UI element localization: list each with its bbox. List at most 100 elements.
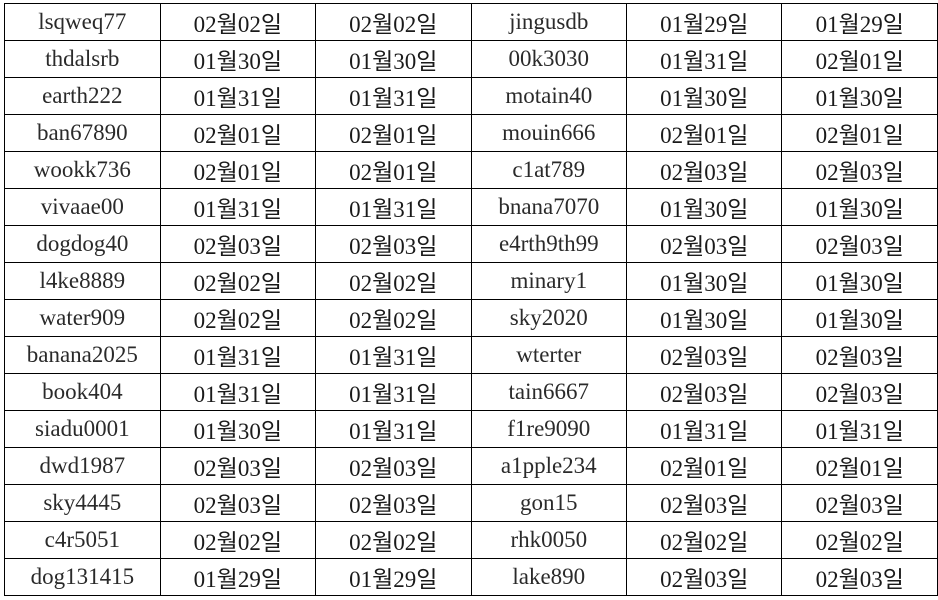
user-id-cell[interactable]: book404 — [4, 373, 161, 411]
date-cell[interactable]: 02월03일 — [781, 151, 938, 189]
date-cell[interactable]: 02월03일 — [781, 225, 938, 263]
date-cell[interactable]: 02월01일 — [781, 40, 938, 78]
table-row: c4r5051 02월02일 02월02일 rhk0050 02월02일 02월02일 — [4, 521, 938, 559]
date-cell[interactable]: 02월03일 — [159, 447, 317, 485]
date-cell[interactable]: 02월03일 — [626, 336, 783, 374]
user-id-cell[interactable]: e4rth9th99 — [470, 225, 628, 263]
date-cell[interactable]: 01월29일 — [315, 558, 472, 596]
date-cell[interactable]: 02월03일 — [315, 447, 472, 485]
date-cell[interactable]: 02월02일 — [626, 521, 783, 559]
date-cell[interactable]: 02월03일 — [626, 484, 783, 522]
date-cell[interactable]: 02월03일 — [781, 336, 938, 374]
date-cell[interactable]: 01월31일 — [159, 373, 317, 411]
user-id-cell[interactable]: sky2020 — [470, 299, 628, 337]
user-id-cell[interactable]: jingusdb — [470, 3, 628, 41]
user-id-cell[interactable]: l4ke8889 — [4, 262, 161, 300]
date-cell[interactable]: 01월30일 — [159, 410, 317, 448]
user-id-cell[interactable]: motain40 — [470, 77, 628, 115]
date-cell[interactable]: 01월31일 — [315, 410, 472, 448]
user-id-cell[interactable]: water909 — [4, 299, 161, 337]
user-id-cell[interactable]: wookk736 — [4, 151, 161, 189]
date-cell[interactable]: 01월30일 — [781, 299, 938, 337]
date-cell[interactable]: 02월02일 — [315, 521, 472, 559]
date-cell[interactable]: 01월31일 — [159, 188, 317, 226]
table-row: wookk736 02월01일 02월01일 c1at789 02월03일 02월03일 — [4, 151, 938, 189]
user-id-cell[interactable]: a1pple234 — [470, 447, 628, 485]
date-cell[interactable]: 01월31일 — [315, 77, 472, 115]
user-id-cell[interactable]: earth222 — [4, 77, 161, 115]
date-cell[interactable]: 02월03일 — [315, 484, 472, 522]
date-cell[interactable]: 02월02일 — [315, 299, 472, 337]
user-id-cell[interactable]: 00k3030 — [470, 40, 628, 78]
date-cell[interactable]: 01월31일 — [159, 336, 317, 374]
date-cell[interactable]: 01월30일 — [315, 40, 472, 78]
table-row: dogdog40 02월03일 02월03일 e4rth9th99 02월03일 02월0… — [4, 225, 938, 263]
date-cell[interactable]: 02월03일 — [781, 373, 938, 411]
date-cell[interactable]: 02월03일 — [159, 484, 317, 522]
user-id-cell[interactable]: c4r5051 — [4, 521, 161, 559]
user-id-cell[interactable]: bnana7070 — [470, 188, 628, 226]
date-cell[interactable]: 02월03일 — [315, 225, 472, 263]
user-id-cell[interactable]: vivaae00 — [4, 188, 161, 226]
date-cell[interactable]: 01월31일 — [781, 410, 938, 448]
user-id-cell[interactable]: sky4445 — [4, 484, 161, 522]
date-cell[interactable]: 02월02일 — [315, 262, 472, 300]
date-cell[interactable]: 02월03일 — [626, 558, 783, 596]
date-cell[interactable]: 01월31일 — [626, 410, 783, 448]
date-cell[interactable]: 01월31일 — [626, 40, 783, 78]
date-cell[interactable]: 01월29일 — [626, 3, 783, 41]
date-cell[interactable]: 01월31일 — [315, 373, 472, 411]
date-cell[interactable]: 02월02일 — [315, 3, 472, 41]
user-id-cell[interactable]: banana2025 — [4, 336, 161, 374]
date-cell[interactable]: 02월01일 — [315, 151, 472, 189]
date-cell[interactable]: 01월29일 — [781, 3, 938, 41]
user-id-cell[interactable]: minary1 — [470, 262, 628, 300]
date-cell[interactable]: 02월02일 — [159, 262, 317, 300]
user-id-cell[interactable]: rhk0050 — [470, 521, 628, 559]
user-id-cell[interactable]: wterter — [470, 336, 628, 374]
user-id-cell[interactable]: mouin666 — [470, 114, 628, 152]
user-id-cell[interactable]: tain6667 — [470, 373, 628, 411]
date-cell[interactable]: 01월30일 — [626, 77, 783, 115]
date-cell[interactable]: 02월01일 — [159, 114, 317, 152]
date-cell[interactable]: 02월02일 — [159, 3, 317, 41]
date-cell[interactable]: 02월01일 — [159, 151, 317, 189]
date-cell[interactable]: 01월31일 — [315, 336, 472, 374]
date-cell[interactable]: 01월30일 — [781, 262, 938, 300]
date-cell[interactable]: 02월03일 — [781, 484, 938, 522]
user-id-cell[interactable]: dwd1987 — [4, 447, 161, 485]
user-id-cell[interactable]: lake890 — [470, 558, 628, 596]
user-id-cell[interactable]: siadu0001 — [4, 410, 161, 448]
date-cell[interactable]: 01월30일 — [626, 262, 783, 300]
date-cell[interactable]: 02월03일 — [626, 151, 783, 189]
date-cell[interactable]: 01월30일 — [626, 188, 783, 226]
user-id-cell[interactable]: c1at789 — [470, 151, 628, 189]
date-cell[interactable]: 02월02일 — [781, 521, 938, 559]
user-id-cell[interactable]: lsqweq77 — [4, 3, 161, 41]
date-cell[interactable]: 01월30일 — [626, 299, 783, 337]
date-cell[interactable]: 01월29일 — [159, 558, 317, 596]
date-cell[interactable]: 02월03일 — [159, 225, 317, 263]
user-id-cell[interactable]: dogdog40 — [4, 225, 161, 263]
user-id-cell[interactable]: gon15 — [470, 484, 628, 522]
table-row: dog131415 01월29일 01월29일 lake890 02월03일 02월03일 — [4, 558, 938, 596]
date-cell[interactable]: 02월01일 — [626, 447, 783, 485]
date-cell[interactable]: 02월02일 — [159, 299, 317, 337]
date-cell[interactable]: 02월01일 — [626, 114, 783, 152]
date-cell[interactable]: 01월30일 — [159, 40, 317, 78]
date-cell[interactable]: 01월30일 — [781, 188, 938, 226]
date-cell[interactable]: 01월30일 — [781, 77, 938, 115]
date-cell[interactable]: 02월02일 — [159, 521, 317, 559]
date-cell[interactable]: 02월03일 — [781, 558, 938, 596]
date-cell[interactable]: 02월03일 — [626, 225, 783, 263]
user-id-cell[interactable]: dog131415 — [4, 558, 161, 596]
date-cell[interactable]: 02월03일 — [626, 373, 783, 411]
date-cell[interactable]: 02월01일 — [781, 447, 938, 485]
date-cell[interactable]: 02월01일 — [315, 114, 472, 152]
date-cell[interactable]: 01월31일 — [159, 77, 317, 115]
user-id-cell[interactable]: thdalsrb — [4, 40, 161, 78]
date-cell[interactable]: 02월01일 — [781, 114, 938, 152]
user-id-cell[interactable]: ban67890 — [4, 114, 161, 152]
user-id-cell[interactable]: f1re9090 — [470, 410, 628, 448]
date-cell[interactable]: 01월31일 — [315, 188, 472, 226]
